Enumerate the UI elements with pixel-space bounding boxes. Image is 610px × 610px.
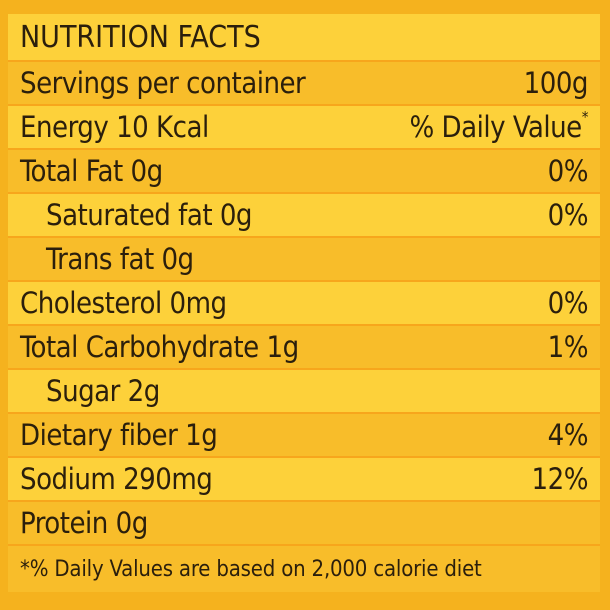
energy-label: Energy 10 Kcal — [20, 110, 209, 144]
nutrition-facts-title-row: NUTRITION FACTS — [8, 14, 600, 62]
nutrition-facts-title: NUTRITION FACTS — [20, 19, 261, 55]
nutrient-label: Sodium 290mg — [20, 462, 213, 496]
nutrient-row-protein: Protein 0g — [8, 502, 600, 546]
nutrient-label: Dietary fiber 1g — [20, 418, 218, 452]
nutrient-daily-value: 4% — [547, 418, 589, 452]
daily-value-header-text: % Daily Value — [409, 110, 582, 144]
energy-row: Energy 10 Kcal % Daily Value* — [8, 106, 600, 150]
nutrient-row-total-fat: Total Fat 0g 0% — [8, 150, 600, 194]
nutrient-label: Trans fat 0g — [46, 242, 194, 276]
servings-row: Servings per container 100g — [8, 62, 600, 106]
nutrient-label: Cholesterol 0mg — [20, 286, 227, 320]
nutrient-label: Total Fat 0g — [20, 154, 163, 188]
nutrient-daily-value: 12% — [531, 462, 589, 496]
nutrient-daily-value: 0% — [547, 198, 589, 232]
daily-value-asterisk: * — [581, 108, 589, 126]
nutrient-row-total-carbohydrate: Total Carbohydrate 1g 1% — [8, 326, 600, 370]
nutrient-row-saturated-fat: Saturated fat 0g 0% — [8, 194, 600, 238]
nutrient-row-trans-fat: Trans fat 0g — [8, 238, 600, 282]
nutrient-row-cholesterol: Cholesterol 0mg 0% — [8, 282, 600, 326]
nutrient-row-dietary-fiber: Dietary fiber 1g 4% — [8, 414, 600, 458]
servings-label: Servings per container — [20, 66, 306, 100]
nutrient-label: Saturated fat 0g — [46, 198, 253, 232]
nutrient-row-sugar: Sugar 2g — [8, 370, 600, 414]
daily-value-footnote: *% Daily Values are based on 2,000 calor… — [8, 546, 600, 592]
nutrient-label: Total Carbohydrate 1g — [20, 330, 299, 364]
daily-value-header: % Daily Value* — [409, 108, 589, 144]
nutrient-daily-value: 0% — [547, 286, 589, 320]
servings-value: 100g — [523, 66, 589, 100]
nutrient-label: Sugar 2g — [46, 374, 160, 408]
nutrient-label: Protein 0g — [20, 506, 148, 540]
nutrient-daily-value: 1% — [547, 330, 589, 364]
nutrient-daily-value: 0% — [547, 154, 589, 188]
nutrient-row-sodium: Sodium 290mg 12% — [8, 458, 600, 502]
